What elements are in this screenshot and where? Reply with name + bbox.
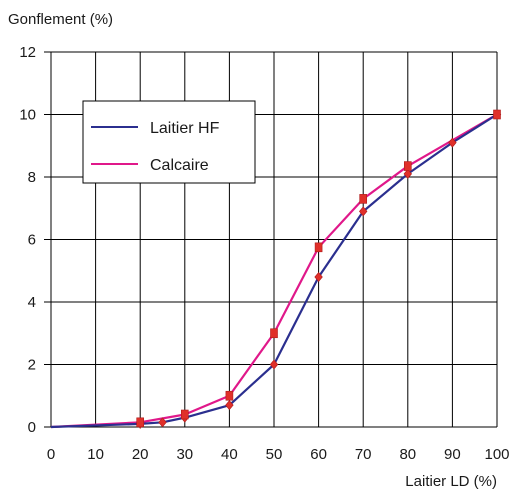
y-tick-label: 2	[28, 357, 36, 374]
x-tick-label: 70	[355, 446, 372, 463]
y-tick-labels: 0 2 4 6 8 10 12	[19, 44, 36, 436]
data-point-calcaire	[225, 390, 234, 401]
x-tick-label: 50	[266, 446, 283, 463]
data-point-calcaire	[136, 417, 144, 428]
x-tick-label: 0	[47, 446, 55, 463]
x-tick-label: 20	[132, 446, 149, 463]
y-tick-label: 10	[19, 107, 36, 124]
y-tick-label: 8	[28, 169, 36, 186]
legend-label-calcaire: Calcaire	[150, 157, 209, 174]
data-point-laitier-hf	[269, 359, 279, 370]
legend-box	[82, 100, 256, 184]
data-point-laitier-hf	[403, 168, 412, 179]
x-tick-label: 10	[87, 446, 104, 463]
y-tick-label: 0	[28, 419, 36, 436]
legend-label-laitier-hf: Laitier HF	[150, 120, 220, 137]
data-point-calcaire	[403, 161, 412, 171]
y-tick-label: 4	[28, 294, 36, 311]
data-point-laitier-hf	[448, 137, 457, 148]
legend: Laitier HF Calcaire	[82, 100, 256, 184]
data-point-calcaire	[181, 409, 189, 420]
y-tick-label: 12	[19, 44, 36, 61]
x-tick-label: 100	[484, 446, 509, 463]
axes	[44, 52, 497, 428]
x-tick-labels: 0 10 20 30 40 50 60 70 80 90 100	[47, 446, 510, 463]
data-point-calcaire	[493, 109, 501, 120]
y-axis-title: Gonflement (%)	[8, 11, 113, 28]
data-point-laitier-hf	[158, 417, 167, 428]
x-tick-label: 60	[310, 446, 327, 463]
data-point-calcaire	[314, 242, 323, 253]
data-markers	[136, 109, 502, 429]
data-point-calcaire	[270, 328, 278, 339]
x-tick-label: 80	[399, 446, 416, 463]
x-tick-label: 40	[221, 446, 238, 463]
data-point-laitier-hf	[314, 272, 323, 282]
y-tick-label: 6	[28, 232, 36, 249]
data-point-laitier-hf	[225, 400, 234, 411]
x-tick-label: 30	[176, 446, 193, 463]
x-axis-title: Laitier LD (%)	[405, 473, 497, 490]
grid-lines	[44, 51, 498, 427]
data-point-laitier-hf	[359, 206, 368, 217]
data-point-calcaire	[359, 194, 368, 204]
x-tick-label: 90	[444, 446, 461, 463]
